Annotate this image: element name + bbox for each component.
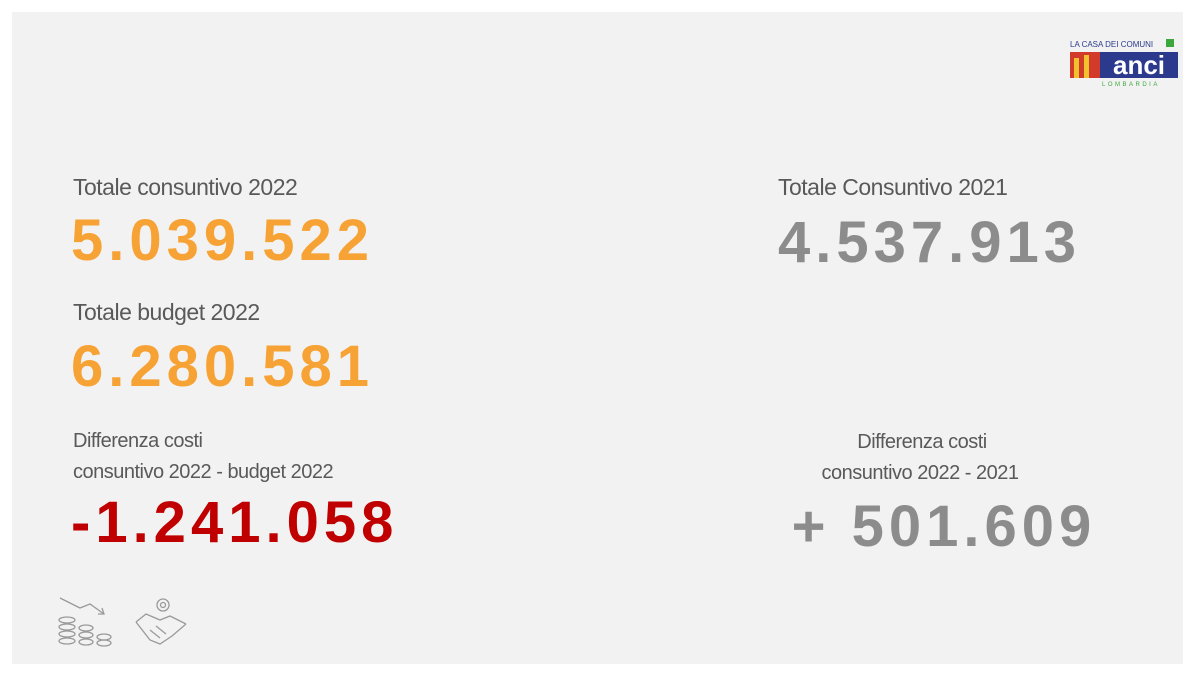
value: + 501.609: [792, 494, 1097, 559]
coins-icon: [58, 597, 112, 647]
label: Totale Consuntivo 2021: [778, 174, 1007, 200]
label: Totale consuntivo 2022: [73, 174, 297, 200]
label: consuntivo 2022 - 2021: [822, 462, 1019, 484]
value: 6.280.581: [71, 334, 374, 399]
handshake-icon: [135, 598, 187, 645]
logo-bar: [1084, 55, 1089, 78]
label: Totale budget 2022: [73, 299, 260, 325]
value: 4.537.913: [778, 210, 1081, 275]
logo-region: LOMBARDIA: [1102, 82, 1160, 88]
label: Differenza costi: [857, 431, 987, 453]
value: -1.241.058: [71, 490, 398, 555]
logo-bar: [1074, 58, 1079, 78]
logo-top: LA CASA DEI COMUNI: [1070, 40, 1153, 49]
value: 5.039.522: [71, 208, 374, 273]
label: consuntivo 2022 - budget 2022: [73, 461, 334, 483]
label: Differenza costi: [73, 430, 203, 452]
logo-box: [1100, 52, 1178, 78]
logo-name: anci: [1113, 50, 1165, 80]
panel: [12, 12, 1183, 664]
logo-square: [1166, 39, 1174, 47]
logo: LA CASA DEI COMUNI anci LOMBARDIA: [1070, 39, 1178, 88]
